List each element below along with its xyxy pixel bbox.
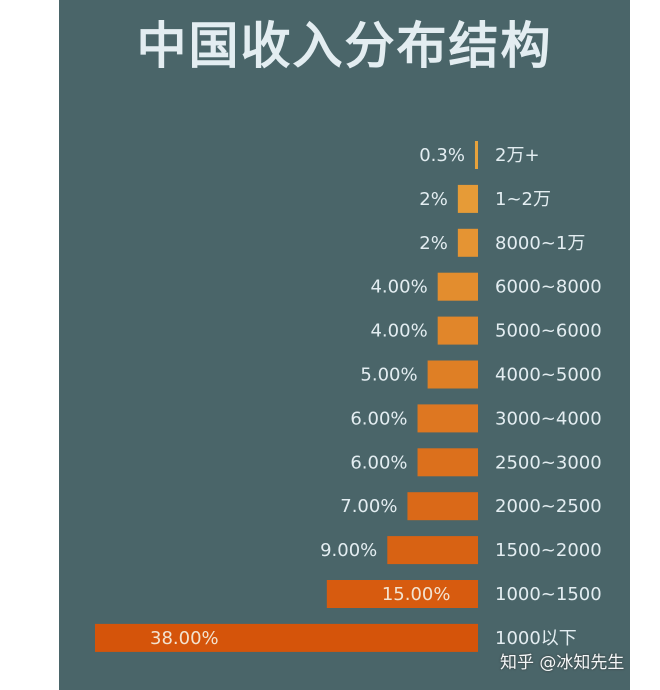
category-label: 6000~8000 xyxy=(495,277,602,298)
category-label: 2000~2500 xyxy=(495,496,602,517)
bar xyxy=(437,272,478,301)
bar xyxy=(95,623,478,652)
data-label: 0.3% xyxy=(419,145,465,166)
data-label: 6.00% xyxy=(350,408,407,429)
watermark: 知乎 @冰知先生 xyxy=(500,653,625,673)
category-label: 1500~2000 xyxy=(495,540,602,561)
bar xyxy=(417,448,478,477)
bar xyxy=(457,228,478,257)
category-label: 8000~1万 xyxy=(495,233,585,254)
data-label: 5.00% xyxy=(360,365,417,386)
category-label: 5000~6000 xyxy=(495,321,602,342)
category-label: 1000以下 xyxy=(495,628,577,649)
data-label: 7.00% xyxy=(340,496,397,517)
bar xyxy=(427,360,478,389)
bar xyxy=(407,492,478,521)
data-label: 4.00% xyxy=(370,321,427,342)
bar xyxy=(417,404,478,433)
bar xyxy=(474,141,478,169)
category-label: 1~2万 xyxy=(495,189,551,210)
data-label: 2% xyxy=(419,189,448,210)
data-label: 9.00% xyxy=(320,540,377,561)
data-label: 6.00% xyxy=(350,452,407,473)
data-label: 38.00% xyxy=(150,628,219,649)
category-label: 3000~4000 xyxy=(495,408,602,429)
category-label: 2万+ xyxy=(495,145,540,166)
category-label: 1000~1500 xyxy=(495,584,602,605)
data-label: 4.00% xyxy=(370,277,427,298)
bar xyxy=(387,536,478,565)
bar xyxy=(326,580,478,608)
chart-panel xyxy=(59,0,630,690)
chart-title: 中国收入分布结构 xyxy=(136,17,553,75)
bar xyxy=(457,184,478,213)
data-label: 2% xyxy=(419,233,448,254)
category-label: 4000~5000 xyxy=(495,365,602,386)
category-label: 2500~3000 xyxy=(495,452,602,473)
bar xyxy=(437,316,478,345)
data-label: 15.00% xyxy=(382,584,451,605)
